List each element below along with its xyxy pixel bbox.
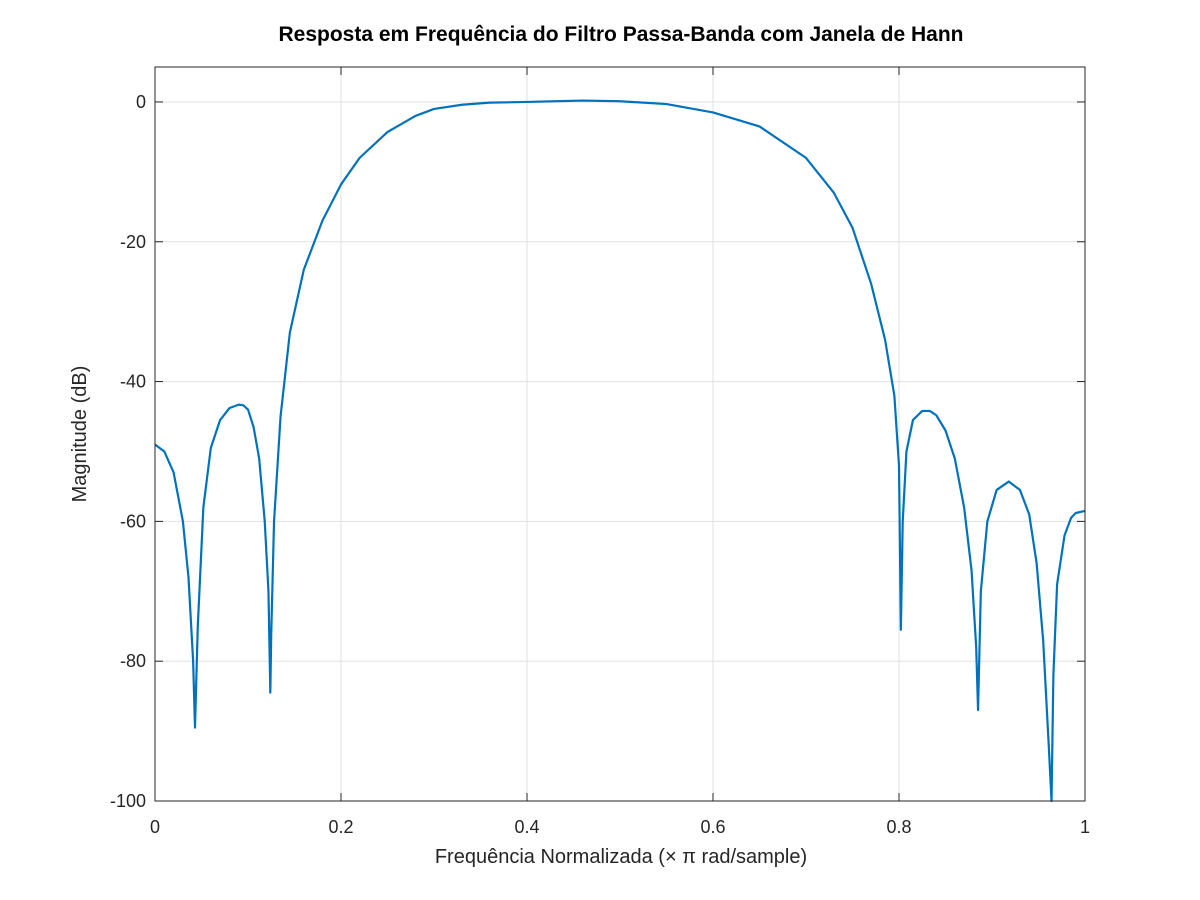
grid-lines (154, 67, 1086, 802)
axes: 0 0.2 0.4 0.6 0.8 1 0 -20 -40 -60 -80 -100 (110, 66, 1090, 837)
x-tick-label: 0.6 (700, 817, 725, 837)
y-tick-label: -80 (120, 651, 146, 671)
y-tick-label: -100 (110, 791, 146, 811)
y-axis-label: Magnitude (dB) (69, 366, 91, 503)
chart-title: Resposta em Frequência do Filtro Passa-B… (278, 23, 963, 46)
x-axis-label: Frequência Normalizada (× π rad/sample) (435, 846, 807, 868)
plot-area (155, 99, 1085, 802)
x-tick-label: 1 (1080, 817, 1090, 837)
y-tick-label: -20 (120, 232, 146, 252)
x-tick-label: 0.8 (886, 817, 911, 837)
axes-frame (154, 66, 1086, 802)
x-tick-label: 0.2 (328, 817, 353, 837)
x-tick-label: 0.4 (514, 817, 539, 837)
y-tick-label: -60 (120, 511, 146, 531)
series-line (155, 99, 1085, 802)
y-tick-label: 0 (136, 92, 146, 112)
y-tick-label: -40 (120, 372, 146, 392)
x-tick-label: 0 (150, 817, 160, 837)
